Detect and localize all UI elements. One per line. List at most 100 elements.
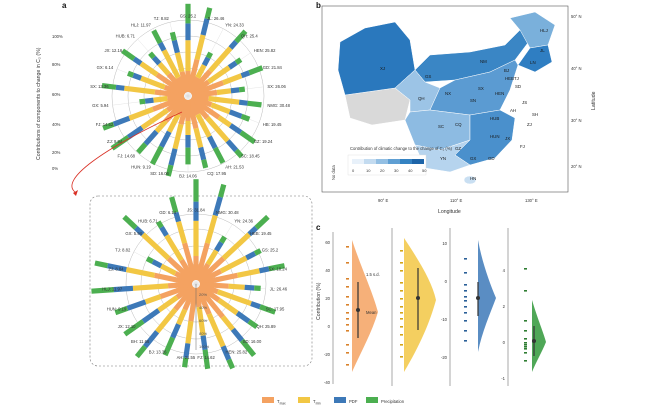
legend-label-tmax: Tmax [277,399,286,406]
bottom-bar-9-seg-0 [196,285,225,319]
zoom-arrowhead [73,190,78,196]
violin-tmin [400,238,436,372]
top-bar-1-seg-0 [186,58,200,93]
top-bar-0-seg-2 [185,23,191,41]
map-label-15: SC [438,124,444,129]
top-bar-12-seg-3 [201,159,209,169]
violin-tmin-mean [416,296,420,300]
bottom-label-14: BH: 11.66 [131,339,150,344]
bottom-bar-19-seg-0 [174,271,194,285]
dots-tmin-pt-4 [400,290,403,292]
top-label-5: GD: 21.84 [263,65,283,70]
radial-tick-0: 0% [52,166,58,171]
bottom-label-1: NMG: 30.48 [216,210,239,215]
panel-c-y-label: Contribution (%) [316,282,322,320]
bottom-bar-7-seg-3 [259,304,276,315]
top-bar-3-seg-2 [228,39,239,50]
dots-pdf-pt-10 [464,340,467,342]
top-bar-8-seg-1 [210,102,231,115]
lat-tick-50: 50° N [571,14,582,19]
dots-precip-pt-8 [524,348,527,350]
map-label-11: SD [515,84,521,89]
top-bar-19-seg-1 [153,95,168,103]
bottom-label-20: GX: 5.94 [125,231,142,236]
dots-tmin-pt-9 [400,326,403,328]
map-label-12: JS [522,100,527,105]
map-label-25: HN [470,176,476,181]
bottom-bar-11-seg-1 [196,306,206,336]
bottom-radial-chart: JS: 31.84 NMG: 30.48 YN: 24.36 HEB: 19.45 GS… [91,179,288,370]
dots-tmax-pt-4 [346,296,349,298]
region-hn [463,175,477,185]
top-label-8: HB: 19.45 [263,122,282,127]
violin-precip-mean [532,339,536,343]
bottom-bar-15-seg-1 [157,295,179,313]
bottom-bar-16-seg-2 [126,299,147,311]
top-bar-6-seg-3 [238,86,246,93]
dots-tmax-pt-0 [346,246,349,248]
violin-tmax [346,240,378,372]
lat-tick-20: 20° N [571,164,582,169]
top-bar-7-seg-3 [247,100,262,108]
dots-tmin-pt-2 [400,270,403,272]
dots-pdf-pt-6 [464,306,467,308]
bottom-bar-13-seg-3 [162,336,176,357]
dots-tmin [400,250,403,358]
top-bar-10-seg-3 [234,148,244,159]
dots-precip-pt-9 [524,352,527,354]
dots-pdf-pt-5 [464,300,467,302]
dots-pdf-pt-7 [464,312,467,314]
top-bar-25-seg-2 [171,39,180,54]
bottom-bar-22-seg-0 [182,242,198,281]
top-label-20: SX: 13.36 [90,84,109,89]
top-bar-11-seg-3 [212,146,226,164]
bottom-bar-5-seg-3 [268,263,285,272]
map-label-20: FJ [520,144,525,149]
c-left-tick-3: 0 [328,324,331,329]
dots-precip-pt-7 [524,346,527,348]
top-bar-4-seg-2 [227,60,238,70]
dots-pdf-pt-0 [464,258,467,260]
top-bar-3-seg-3 [234,29,248,44]
bottom-label-13: BJ: 13.36 [149,349,167,354]
bottom-label-3: HEB: 19.45 [250,231,272,236]
top-bar-12-seg-1 [193,127,204,149]
bottom-bar-16-seg-3 [114,305,129,316]
top-bar-10-seg-1 [205,116,230,143]
bottom-label-2: YN: 24.36 [234,218,253,223]
radial-tick-20: 20% [52,150,61,155]
map-label-23: GX [470,156,476,161]
bottom-bar-10-seg-1 [206,313,226,348]
region-jl-ln [517,44,553,73]
top-bar-16-seg-3 [136,142,148,155]
top-label-16: FJ: 14.68 [118,153,136,158]
bottom-bar-7-seg-0 [198,282,219,295]
bottom-bar-4-seg-2 [245,251,257,261]
dots-tmin-pt-8 [400,318,403,320]
bottom-label-19: TJ: 8.82 [115,248,131,253]
top-bar-9-seg-1 [217,115,232,128]
bottom-label-22: GD: 6.14 [159,210,176,215]
c-right-a-tick-3: -20 [441,355,448,360]
top-label-23: HUB: 6.71 [116,34,136,39]
top-bar-7-seg-1 [208,95,240,105]
annotation-sd: 1.5 s.d. [366,272,380,277]
bottom-bar-19-seg-2 [151,259,163,269]
top-bar-1-seg-2 [200,18,210,36]
dots-tmax-pt-12 [346,364,349,366]
lat-axis: 50° N 40° N 30° N 20° N Latitude [571,14,597,169]
bottom-bar-3-seg-2 [247,225,258,237]
top-bars [101,3,264,177]
bottom-bar-2-seg-0 [195,262,211,282]
top-label-0: GS: 25.2 [180,14,197,19]
top-bar-7-seg-2 [238,99,248,106]
dots-tmax-pt-3 [346,286,349,288]
top-bar-13-seg-2 [185,135,191,148]
top-bar-13-seg-3 [185,147,191,165]
map-label-26: SH [532,112,538,117]
top-label-12: CQ: 17.95 [207,171,227,176]
map-legend-box [347,154,427,176]
top-bar-21-seg-0 [163,84,186,97]
top-bar-11-seg-1 [195,113,212,138]
bottom-bar-18-seg-0 [154,272,193,286]
